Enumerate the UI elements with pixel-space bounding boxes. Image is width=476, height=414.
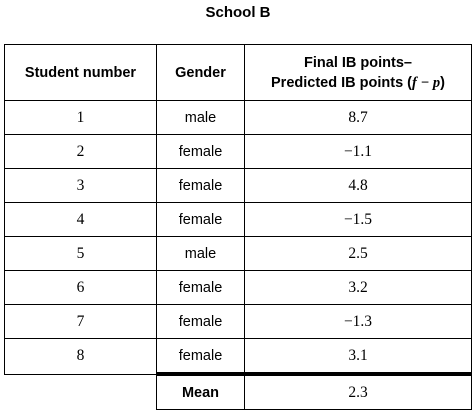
difference-cell: 2.5 [244,236,472,271]
mean-value: 2.3 [244,372,472,410]
header-difference: Final IB points– Predicted IB points (f … [244,44,472,101]
mean-label: Mean [181,384,220,401]
student-number-cell: 2 [4,134,157,169]
mean-label-cell: Mean [156,372,245,410]
table-row: 8 female 3.1 [4,338,472,375]
table-row: 2 female −1.1 [4,134,472,169]
gender-cell: female [156,134,245,169]
table-row: 6 female 3.2 [4,270,472,305]
difference-cell: −1.5 [244,202,472,237]
difference-cell: 3.2 [244,270,472,305]
difference-cell: −1.1 [244,134,472,169]
difference-cell: 8.7 [244,100,472,135]
student-number-cell: 4 [4,202,157,237]
student-number-cell: 6 [4,270,157,305]
gender-cell: male [156,236,245,271]
student-number-cell: 3 [4,168,157,203]
table-row: 5 male 2.5 [4,236,472,271]
header-student-number: Student number [4,44,157,101]
difference-cell: 3.1 [244,338,472,375]
student-number-cell: 5 [4,236,157,271]
header-difference-line2: Predicted IB points ( [271,74,413,91]
table-row: 1 male 8.7 [4,100,472,135]
gender-cell: female [156,270,245,305]
header-gender: Gender [156,44,245,101]
table-title: School B [205,4,271,21]
gender-cell: female [156,202,245,237]
gender-cell: male [156,100,245,135]
student-number-cell: 7 [4,304,157,339]
header-difference-line1: Final IB points– [304,54,412,71]
student-number-cell: 8 [4,338,157,375]
header-difference-formula: f − p [412,74,441,91]
student-number-cell: 1 [4,100,157,135]
table-row: 7 female −1.3 [4,304,472,339]
difference-cell: 4.8 [244,168,472,203]
mean-blank-cell [4,373,157,410]
data-table: Student number Gender Final IB points– P… [4,44,472,410]
header-difference-close: ) [440,74,445,91]
gender-cell: female [156,168,245,203]
header-row: Student number Gender Final IB points– P… [4,44,472,101]
gender-cell: female [156,304,245,339]
mean-row: Mean 2.3 [4,372,472,410]
difference-cell: −1.3 [244,304,472,339]
table-row: 3 female 4.8 [4,168,472,203]
gender-cell: female [156,338,245,375]
table-row: 4 female −1.5 [4,202,472,237]
